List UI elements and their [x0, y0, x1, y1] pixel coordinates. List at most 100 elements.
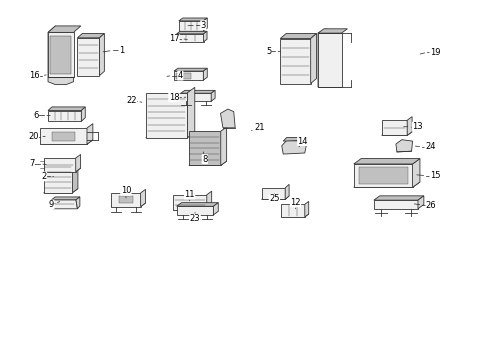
Text: 1: 1: [119, 46, 124, 55]
Polygon shape: [282, 140, 306, 154]
Polygon shape: [146, 132, 195, 138]
FancyBboxPatch shape: [179, 21, 203, 31]
Polygon shape: [87, 123, 93, 144]
Text: 12: 12: [290, 198, 301, 207]
Polygon shape: [283, 138, 306, 141]
Text: 14: 14: [297, 136, 308, 145]
Text: 6: 6: [33, 111, 38, 120]
Polygon shape: [418, 196, 424, 209]
FancyBboxPatch shape: [176, 72, 191, 78]
Polygon shape: [75, 154, 80, 172]
FancyBboxPatch shape: [119, 197, 133, 203]
Polygon shape: [176, 31, 207, 34]
FancyBboxPatch shape: [174, 71, 203, 80]
Polygon shape: [382, 132, 412, 135]
Polygon shape: [262, 196, 289, 199]
Polygon shape: [374, 196, 424, 200]
Polygon shape: [111, 193, 141, 207]
Text: 11: 11: [184, 190, 195, 199]
Polygon shape: [211, 90, 215, 101]
Text: 10: 10: [121, 186, 131, 195]
Text: 4: 4: [178, 71, 183, 80]
Text: 9: 9: [49, 200, 54, 209]
Text: 17: 17: [169, 34, 179, 43]
Text: 26: 26: [426, 201, 437, 210]
Polygon shape: [48, 107, 85, 111]
Polygon shape: [77, 33, 104, 38]
Polygon shape: [179, 18, 207, 21]
Polygon shape: [51, 197, 80, 200]
Text: 7: 7: [29, 159, 34, 168]
Polygon shape: [44, 161, 72, 193]
Text: 2: 2: [42, 172, 47, 181]
Text: 18: 18: [169, 93, 179, 102]
Polygon shape: [48, 26, 55, 77]
Polygon shape: [203, 18, 207, 31]
Text: 5: 5: [266, 46, 271, 55]
Polygon shape: [318, 29, 347, 33]
Polygon shape: [76, 197, 80, 209]
Polygon shape: [81, 107, 85, 121]
Text: 21: 21: [254, 123, 265, 132]
Polygon shape: [203, 68, 207, 80]
Polygon shape: [207, 191, 212, 210]
FancyBboxPatch shape: [50, 36, 71, 74]
Polygon shape: [281, 214, 309, 217]
Polygon shape: [213, 203, 218, 215]
Polygon shape: [204, 31, 207, 42]
Polygon shape: [187, 87, 195, 138]
Polygon shape: [220, 109, 235, 128]
FancyBboxPatch shape: [48, 111, 81, 121]
Polygon shape: [318, 29, 326, 87]
Polygon shape: [220, 127, 226, 166]
Polygon shape: [189, 131, 220, 166]
Polygon shape: [354, 158, 420, 164]
Polygon shape: [189, 161, 226, 166]
Polygon shape: [281, 204, 305, 217]
Text: 19: 19: [430, 48, 441, 57]
Polygon shape: [48, 32, 74, 77]
Polygon shape: [51, 200, 77, 209]
Polygon shape: [354, 182, 420, 187]
FancyBboxPatch shape: [177, 206, 214, 215]
Polygon shape: [44, 168, 80, 172]
Polygon shape: [40, 140, 93, 144]
Text: 22: 22: [126, 96, 137, 105]
Polygon shape: [407, 117, 412, 135]
FancyBboxPatch shape: [374, 200, 418, 209]
Polygon shape: [285, 184, 289, 199]
Text: 13: 13: [412, 122, 423, 131]
Polygon shape: [280, 33, 317, 39]
Polygon shape: [177, 203, 218, 206]
Text: 15: 15: [430, 171, 441, 180]
Polygon shape: [181, 90, 215, 93]
Polygon shape: [44, 158, 75, 172]
Polygon shape: [262, 188, 285, 199]
Polygon shape: [48, 26, 81, 32]
Polygon shape: [174, 68, 207, 71]
Polygon shape: [311, 33, 317, 84]
Text: 3: 3: [201, 21, 206, 30]
Polygon shape: [382, 120, 407, 135]
Polygon shape: [72, 157, 78, 193]
FancyBboxPatch shape: [52, 132, 75, 141]
Polygon shape: [111, 203, 146, 207]
Polygon shape: [146, 93, 187, 138]
Polygon shape: [305, 201, 309, 217]
Polygon shape: [413, 158, 420, 187]
Text: 23: 23: [190, 214, 200, 223]
Text: 25: 25: [269, 194, 280, 203]
FancyBboxPatch shape: [359, 167, 408, 184]
Polygon shape: [173, 206, 212, 210]
Polygon shape: [141, 189, 146, 207]
Polygon shape: [40, 128, 87, 144]
FancyBboxPatch shape: [280, 39, 311, 84]
Polygon shape: [173, 195, 207, 210]
Polygon shape: [396, 140, 413, 152]
Polygon shape: [318, 33, 342, 87]
Text: 8: 8: [202, 154, 207, 163]
FancyBboxPatch shape: [176, 34, 204, 42]
Polygon shape: [99, 33, 104, 76]
Polygon shape: [354, 164, 413, 187]
Text: 16: 16: [29, 71, 40, 80]
